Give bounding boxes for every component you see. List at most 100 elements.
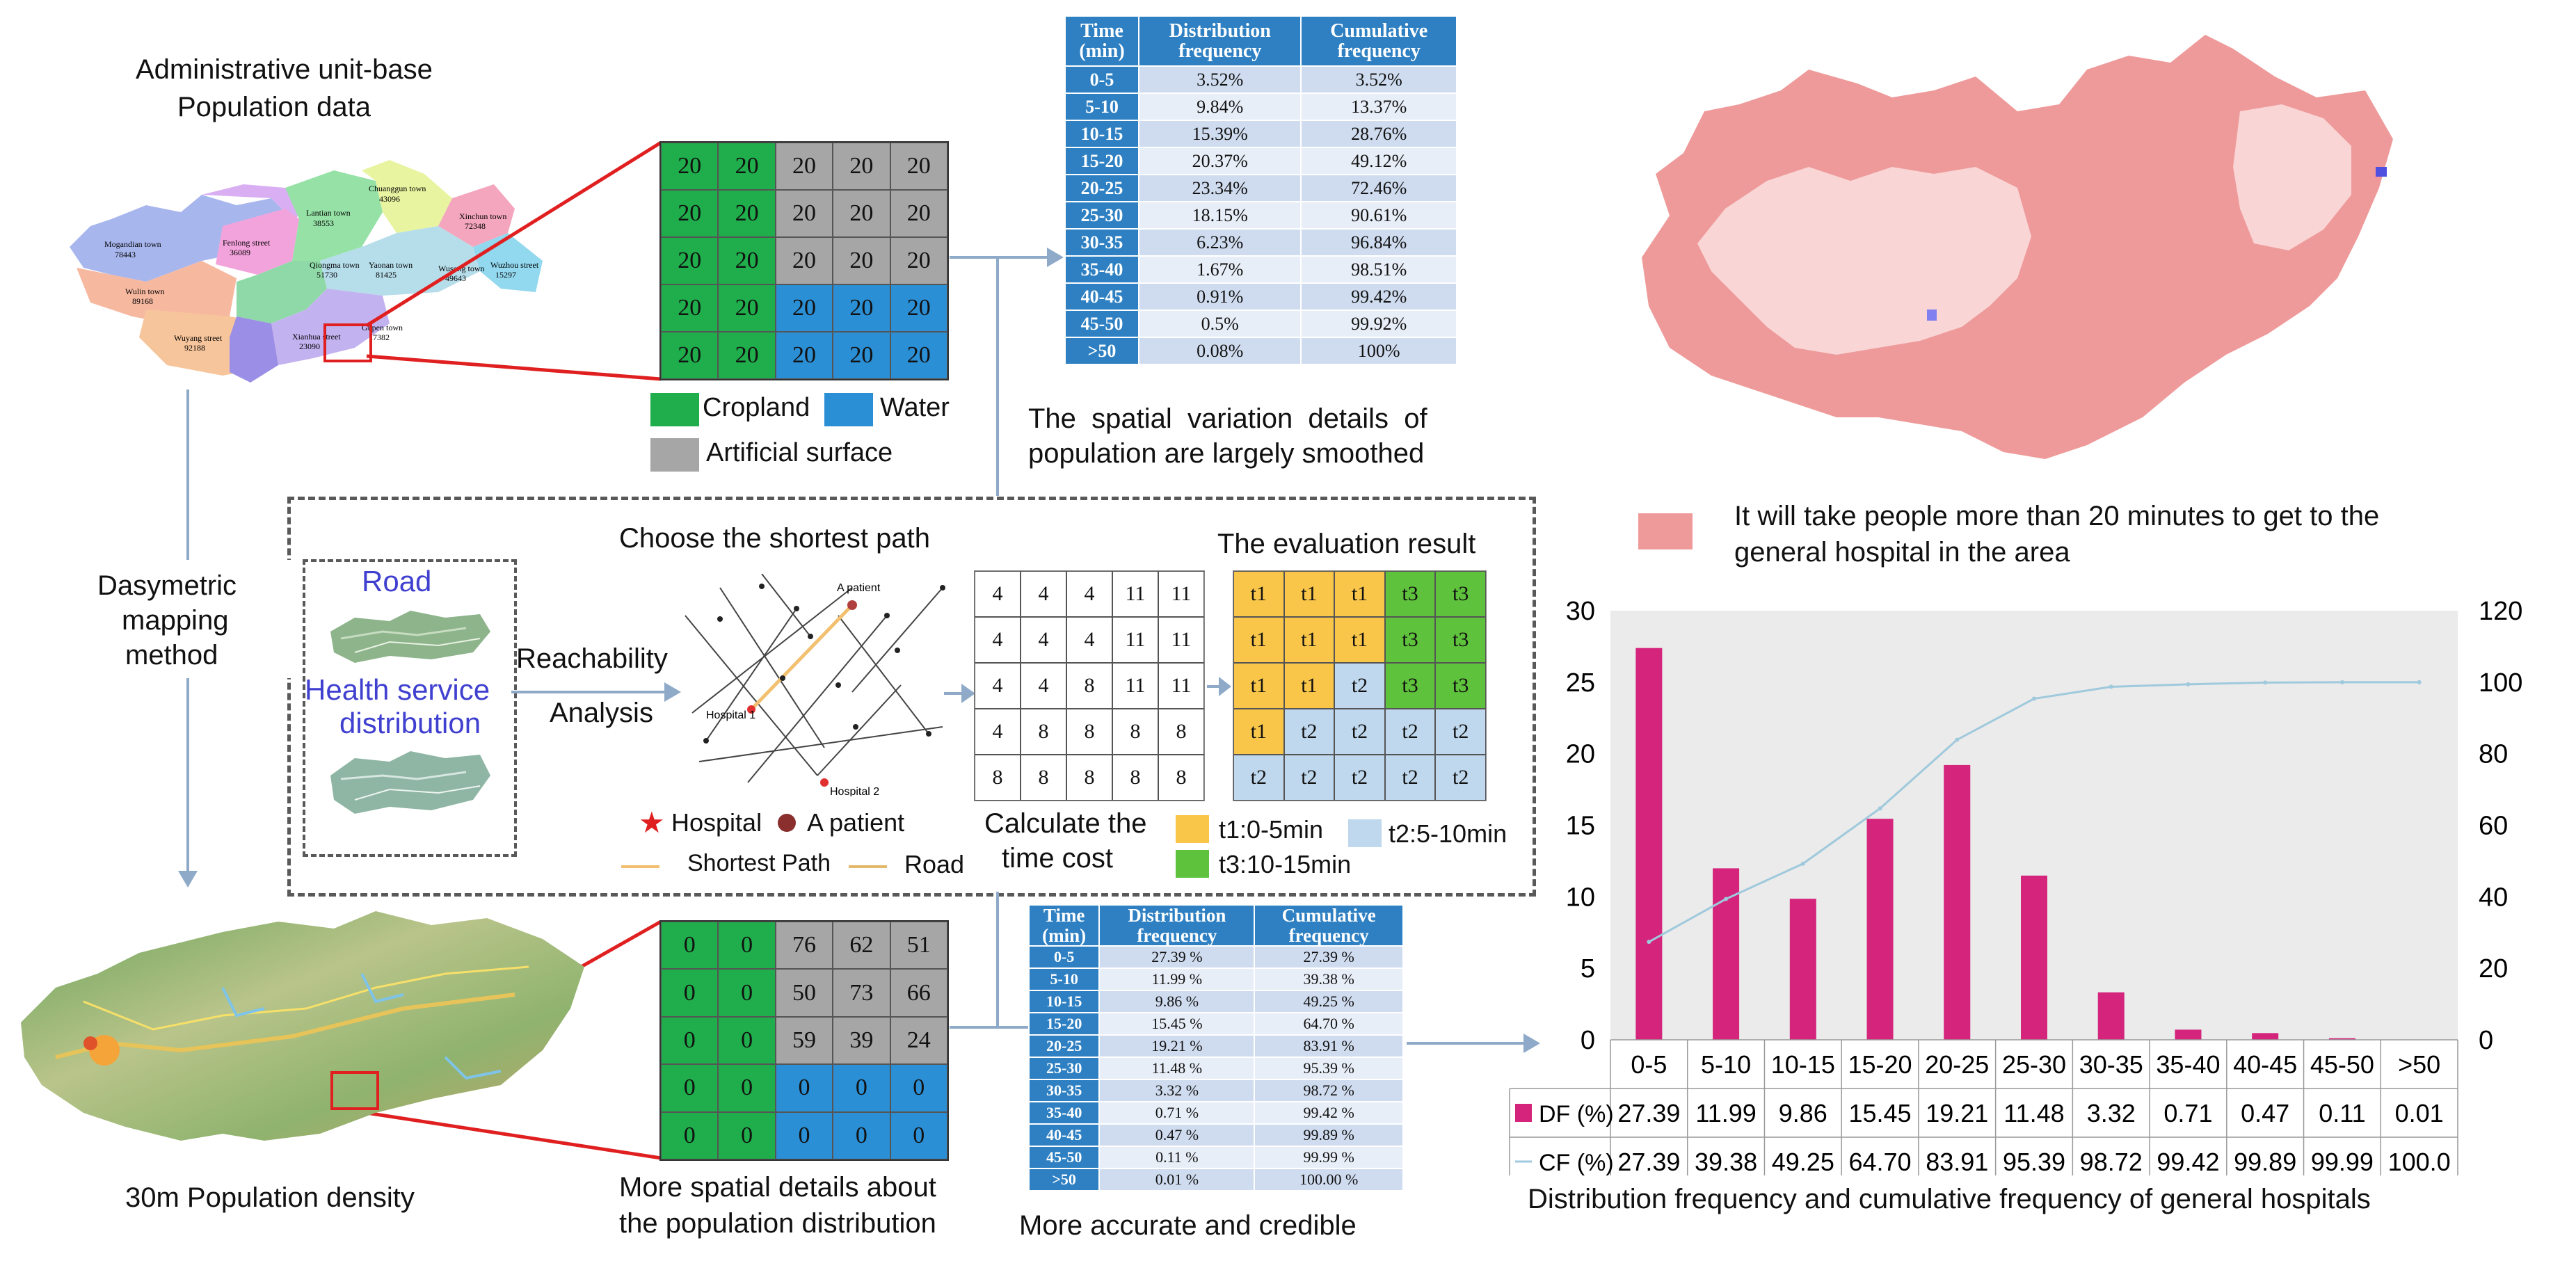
table-cell: 27.39 % [1254,945,1404,969]
table-cell: 15-20 [1064,147,1139,176]
cf-value-label: 99.42 [2157,1148,2219,1175]
grid-cell: 0 [718,1111,776,1159]
point-cf [2186,682,2191,686]
bottom-frequency-table: Time (min) Distribution frequency Cumulati… [1027,904,1404,1191]
artificial-swatch [650,438,699,472]
map-label: Wuyang street [174,333,223,343]
hospital2-label: Hospital 2 [830,786,879,796]
table-cell: 25-30 [1064,201,1139,230]
grid-cell: 24 [890,1016,947,1065]
y-tick-right: 0 [2479,1026,2493,1055]
input-dashed-box [303,559,517,857]
table-cell: 10-15 [1027,990,1101,1013]
arrow-line [1407,1042,1528,1045]
table-header: Time (min) [1027,904,1101,947]
grid-cell: t1 [1283,663,1335,709]
hospital-marker-icon [2376,167,2387,177]
density-caption: 30m Population density [125,1182,415,1213]
table-cell: 25-30 [1027,1057,1101,1080]
table-cell: 100.00 % [1254,1168,1404,1191]
grid-cell: 66 [890,969,947,1017]
reachability-line2: Analysis [550,698,653,728]
arrow-head [1523,1034,1540,1053]
top-table-caption-line2: population are largely smoothed [1028,438,1425,469]
grid-cell: 0 [718,969,776,1017]
grid-cell: 0 [661,1064,719,1112]
evaluation-grid: t1 t1 t1 t3 t3 t1 t1 t1 t3 t3 t1 t1 t2 t3 t3 t1 t2 t2 t2 t2… [1233,570,1487,801]
y-tick-right: 100 [2479,668,2522,698]
reachability-line1: Reachability [516,643,668,674]
table-cell: 0-5 [1064,65,1139,95]
x-tick: 15-20 [1848,1050,1912,1079]
y-tick-left: 20 [1566,740,1595,769]
top-frequency-table: Time (min) Distribution frequency Cumulati… [1064,15,1457,366]
grid-cell: 20 [718,284,776,332]
water-label: Water [880,393,950,422]
legend-df-swatch [1515,1104,1532,1122]
table-cell: 98.51% [1300,255,1457,284]
grid-cell: 0 [775,1064,833,1112]
health-label-line2: distribution [339,707,481,739]
health-map-thumbnail [330,751,490,814]
table-row: 40-45 0.47 % 99.89 % [1027,1123,1404,1147]
point-cf [1878,806,1882,811]
table-cell: 0-5 [1027,945,1101,969]
table-row: >50 0.01 % 100.00 % [1027,1168,1404,1191]
grid-cell: 8 [1112,709,1158,755]
cf-value-label: 100.0 [2388,1148,2451,1175]
table-row: 35-40 0.71 % 99.42 % [1027,1101,1404,1125]
grid-cell: 59 [775,1016,833,1065]
t3-swatch [1176,850,1209,878]
grid-cell: 0 [661,969,719,1017]
table-cell: 11.99 % [1098,967,1256,991]
arrow-line [944,692,965,695]
table-cell: 3.52% [1300,65,1457,95]
grid-cell: 11 [1158,617,1204,663]
table-header: Distribution frequency [1137,15,1302,67]
arrow-line [1207,685,1222,688]
x-tick: 40-45 [2233,1050,2297,1079]
population-density-map [21,911,584,1141]
grid-cell: 0 [718,1016,776,1065]
table-row: 0-5 27.39 % 27.39 % [1027,945,1404,969]
table-cell: 64.70 % [1254,1012,1404,1036]
grid-cell: 0 [661,1016,719,1065]
a-patient-label: A patient [837,582,881,594]
grid-cell: 20 [775,332,833,379]
map-value: 36089 [230,248,250,257]
table-row: 25-30 18.15% 90.61% [1064,201,1457,230]
table-cell: 6.23% [1137,228,1302,257]
table-cell: 39.38 % [1254,967,1404,991]
point-cf [2263,680,2268,685]
grid-cell: 8 [1021,755,1066,801]
grid-cell: t2 [1233,755,1284,801]
table-cell: 45-50 [1027,1146,1101,1169]
table-row: 30-35 6.23% 96.84% [1064,228,1457,257]
road-map-thumbnail [330,611,490,663]
dasymetric-line3: method [125,640,218,670]
cost-grid: 4 4 4 11 11 4 4 4 11 11 4 4 8 11 11 4 8 8 8 8 8 8 8 8 8 [974,570,1205,801]
table-row: 35-40 1.67% 98.51% [1064,255,1457,284]
table-cell: 99.99 % [1254,1146,1404,1169]
grid-cell: t3 [1384,617,1436,663]
grid-cell: 20 [833,332,890,379]
arrow-head [664,682,681,702]
grid-cell: 11 [1112,663,1158,709]
grid-cell: 0 [661,1111,719,1159]
arrow-line [511,691,671,693]
table-row: 30-35 3.32 % 98.72 % [1027,1079,1404,1102]
bar-df [1866,819,1894,1040]
grid-cell: 20 [890,237,947,284]
admin-unit-map: Mogandian town 78443 Fenlong street 3608… [70,160,543,383]
grid-cell: 20 [661,237,719,284]
grid-cell: 4 [1021,571,1066,617]
grid-cell: 8 [1112,755,1158,801]
table-row: 20-25 23.34% 72.46% [1064,174,1457,203]
df-value-label: 11.99 [1695,1099,1756,1127]
table-cell: 95.39 % [1254,1057,1404,1080]
grid-cell: 20 [890,190,947,237]
y-tick-left: 0 [1581,1026,1595,1055]
grid-cell: t2 [1283,755,1335,801]
accessibility-map [1642,35,2393,459]
shortest-path-swatch [621,865,659,868]
